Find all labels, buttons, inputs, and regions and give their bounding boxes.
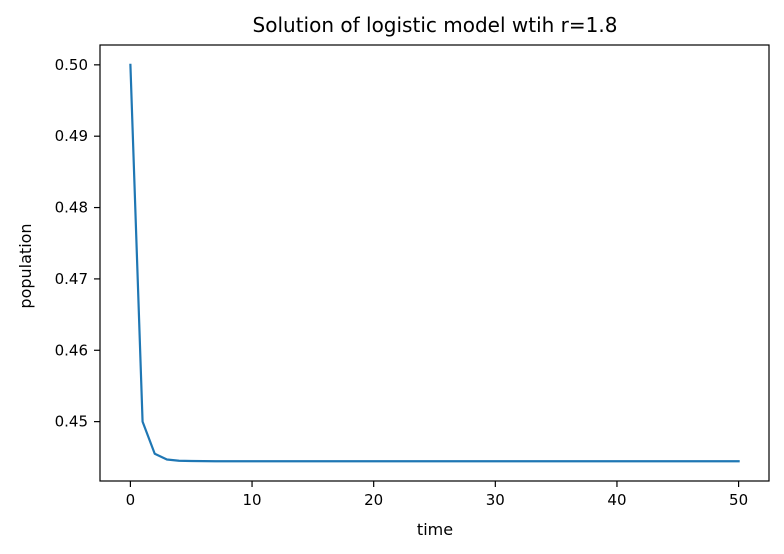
y-tick-label: 0.47 [55, 270, 88, 288]
y-tick-label: 0.48 [55, 199, 88, 217]
x-tick-label: 50 [729, 491, 748, 509]
y-tick-label: 0.45 [55, 413, 88, 431]
chart-title: Solution of logistic model wtih r=1.8 [253, 13, 618, 37]
x-tick-label: 30 [486, 491, 505, 509]
y-tick-label: 0.49 [55, 127, 88, 145]
x-tick-label: 20 [364, 491, 383, 509]
x-tick-label: 40 [607, 491, 626, 509]
y-axis-label: population [16, 223, 35, 308]
y-tick-label: 0.46 [55, 341, 88, 359]
x-tick-label: 0 [126, 491, 136, 509]
x-tick-label: 10 [242, 491, 261, 509]
plot-area: 0 10 20 30 40 50 0.45 0.46 0.47 0.48 0.49 0.50 [55, 44, 770, 509]
series-line-0 [129, 63, 740, 463]
plot-frame [99, 44, 770, 482]
y-tick-label: 0.50 [55, 56, 88, 74]
x-axis-label: time [417, 520, 453, 539]
